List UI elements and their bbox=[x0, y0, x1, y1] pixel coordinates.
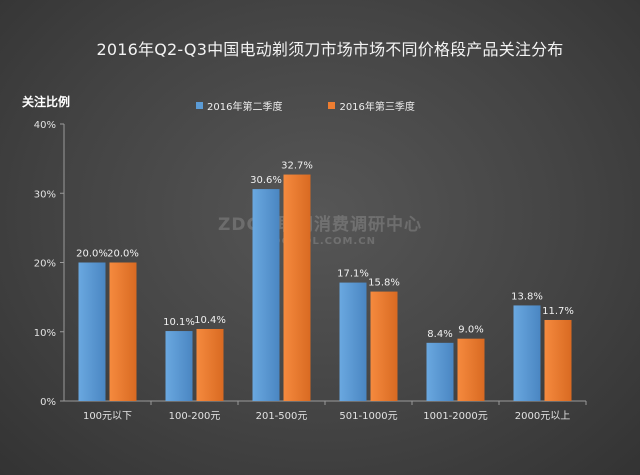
x-category-label: 2000元以上 bbox=[515, 410, 570, 422]
watermark-url: ZDC.ZOL.COM.CN bbox=[264, 236, 376, 247]
legend-label-q3: 2016年第三季度 bbox=[339, 102, 415, 113]
data-label: 15.8% bbox=[368, 278, 400, 289]
y-tick-label: 20% bbox=[34, 259, 56, 270]
data-label: 30.6% bbox=[250, 175, 282, 186]
data-label: 20.0% bbox=[76, 249, 108, 260]
bar-q3 bbox=[283, 174, 311, 401]
x-category-label: 1001-2000元 bbox=[423, 411, 488, 422]
y-axis-label: 关注比例 bbox=[22, 95, 71, 109]
y-tick-label: 0% bbox=[40, 397, 56, 408]
bar-q2 bbox=[78, 262, 106, 401]
data-label: 8.4% bbox=[427, 329, 452, 340]
bar-q2 bbox=[513, 305, 541, 401]
bar-q2 bbox=[426, 342, 454, 401]
x-category-label: 100元以下 bbox=[83, 411, 132, 422]
legend-item-q2: 2016年第二季度 bbox=[196, 98, 282, 113]
y-tick-label: 30% bbox=[34, 189, 56, 200]
chart-title: 2016年Q2-Q3中国电动剃须刀市场市场不同价格段产品关注分布 bbox=[96, 40, 564, 59]
bar-q3 bbox=[544, 319, 572, 401]
x-category-label: 201-500元 bbox=[256, 411, 308, 422]
data-label: 10.1% bbox=[163, 317, 195, 328]
data-label: 11.7% bbox=[542, 306, 574, 317]
data-label: 10.4% bbox=[194, 315, 226, 326]
legend-swatch-q3 bbox=[328, 102, 336, 109]
legend-swatch-q2 bbox=[196, 102, 203, 109]
bar-q2 bbox=[252, 189, 280, 401]
y-tick-label: 40% bbox=[34, 120, 56, 131]
data-label: 17.1% bbox=[337, 269, 369, 280]
legend: 2016年第二季度 2016年第三季度 bbox=[196, 98, 415, 113]
legend-label-q2: 2016年第二季度 bbox=[207, 102, 283, 113]
legend-item-q3: 2016年第三季度 bbox=[328, 98, 415, 113]
data-label: 9.0% bbox=[458, 325, 483, 336]
bar-q3 bbox=[196, 328, 224, 401]
bar-q2 bbox=[339, 282, 367, 401]
x-category-label: 100-200元 bbox=[169, 411, 221, 422]
bar-q3 bbox=[109, 262, 137, 401]
bar-q2 bbox=[165, 331, 193, 401]
bar-q3 bbox=[457, 338, 485, 401]
y-tick-label: 10% bbox=[34, 328, 56, 339]
data-label: 20.0% bbox=[107, 249, 139, 260]
x-category-label: 501-1000元 bbox=[339, 411, 397, 422]
data-label: 13.8% bbox=[511, 291, 543, 302]
bar-q3 bbox=[370, 291, 398, 401]
data-label: 32.7% bbox=[281, 161, 313, 172]
